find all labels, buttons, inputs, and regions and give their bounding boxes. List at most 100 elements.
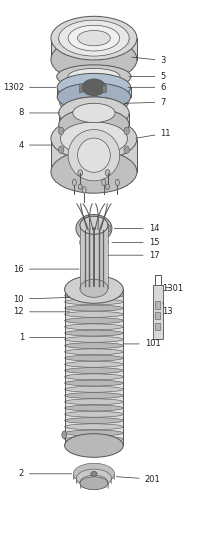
- Ellipse shape: [102, 179, 106, 185]
- Ellipse shape: [65, 299, 123, 305]
- Ellipse shape: [106, 225, 111, 232]
- Ellipse shape: [65, 305, 123, 311]
- Polygon shape: [57, 87, 131, 97]
- Text: 17: 17: [108, 251, 159, 259]
- Polygon shape: [65, 308, 123, 314]
- Ellipse shape: [80, 477, 108, 490]
- Ellipse shape: [73, 463, 114, 485]
- Ellipse shape: [51, 38, 137, 81]
- Text: 15: 15: [112, 238, 159, 247]
- Polygon shape: [65, 289, 123, 296]
- Polygon shape: [65, 377, 123, 383]
- Text: 12: 12: [14, 307, 70, 316]
- Ellipse shape: [65, 392, 123, 398]
- Polygon shape: [65, 396, 123, 402]
- FancyBboxPatch shape: [95, 262, 98, 276]
- Ellipse shape: [105, 169, 110, 176]
- Polygon shape: [65, 333, 123, 339]
- Ellipse shape: [62, 431, 67, 438]
- Ellipse shape: [65, 436, 123, 442]
- Ellipse shape: [57, 65, 131, 88]
- Ellipse shape: [59, 97, 129, 129]
- Ellipse shape: [76, 214, 112, 242]
- Ellipse shape: [78, 138, 110, 172]
- Ellipse shape: [65, 286, 123, 292]
- Text: 1: 1: [19, 333, 65, 342]
- Polygon shape: [51, 38, 137, 59]
- Polygon shape: [65, 346, 123, 352]
- Ellipse shape: [51, 151, 137, 193]
- Ellipse shape: [65, 293, 123, 299]
- Ellipse shape: [59, 20, 129, 56]
- Polygon shape: [80, 482, 108, 488]
- Text: 7: 7: [124, 98, 166, 107]
- Text: 10: 10: [14, 294, 70, 303]
- Ellipse shape: [65, 368, 123, 374]
- Ellipse shape: [90, 224, 98, 233]
- Ellipse shape: [124, 146, 129, 153]
- Polygon shape: [65, 327, 123, 333]
- Ellipse shape: [65, 399, 123, 405]
- Ellipse shape: [60, 122, 128, 155]
- Ellipse shape: [77, 469, 111, 487]
- Ellipse shape: [65, 355, 123, 361]
- Polygon shape: [59, 113, 129, 125]
- Ellipse shape: [65, 380, 123, 386]
- Ellipse shape: [89, 251, 99, 259]
- Text: 1301: 1301: [162, 284, 183, 293]
- Ellipse shape: [78, 169, 83, 176]
- Text: 6: 6: [128, 83, 166, 92]
- Ellipse shape: [65, 434, 123, 457]
- Ellipse shape: [65, 361, 123, 367]
- Ellipse shape: [80, 279, 108, 297]
- Polygon shape: [73, 474, 114, 479]
- Ellipse shape: [80, 475, 108, 489]
- Ellipse shape: [65, 418, 123, 423]
- Ellipse shape: [82, 187, 86, 193]
- Text: 201: 201: [116, 475, 161, 483]
- Polygon shape: [65, 414, 123, 421]
- Ellipse shape: [83, 247, 105, 263]
- Polygon shape: [65, 358, 123, 364]
- Ellipse shape: [65, 386, 123, 392]
- Ellipse shape: [58, 127, 64, 135]
- Text: 13: 13: [162, 303, 173, 316]
- Text: 5: 5: [129, 72, 166, 81]
- Ellipse shape: [115, 179, 119, 185]
- Polygon shape: [65, 408, 123, 414]
- FancyBboxPatch shape: [88, 262, 92, 276]
- Ellipse shape: [80, 216, 108, 234]
- Polygon shape: [65, 314, 123, 321]
- Ellipse shape: [68, 25, 120, 51]
- Ellipse shape: [60, 94, 128, 113]
- Ellipse shape: [124, 127, 129, 135]
- Ellipse shape: [65, 443, 123, 449]
- Polygon shape: [65, 364, 123, 370]
- Ellipse shape: [68, 69, 120, 85]
- FancyBboxPatch shape: [79, 85, 82, 92]
- Ellipse shape: [73, 103, 115, 123]
- Ellipse shape: [65, 318, 123, 324]
- FancyBboxPatch shape: [153, 285, 163, 339]
- Text: 4: 4: [19, 140, 51, 150]
- Ellipse shape: [51, 117, 137, 160]
- Ellipse shape: [91, 472, 97, 476]
- Polygon shape: [51, 139, 137, 172]
- Ellipse shape: [65, 337, 123, 343]
- Polygon shape: [65, 433, 123, 439]
- Polygon shape: [77, 478, 111, 483]
- Ellipse shape: [65, 424, 123, 430]
- Ellipse shape: [78, 184, 82, 189]
- Polygon shape: [65, 296, 123, 302]
- Ellipse shape: [72, 179, 76, 185]
- Polygon shape: [65, 402, 123, 408]
- Ellipse shape: [82, 79, 106, 95]
- Ellipse shape: [78, 31, 110, 46]
- Polygon shape: [65, 421, 123, 427]
- FancyBboxPatch shape: [102, 85, 106, 92]
- Ellipse shape: [71, 97, 117, 110]
- Ellipse shape: [65, 324, 123, 330]
- Ellipse shape: [65, 343, 123, 348]
- Ellipse shape: [106, 184, 110, 189]
- Ellipse shape: [84, 234, 89, 242]
